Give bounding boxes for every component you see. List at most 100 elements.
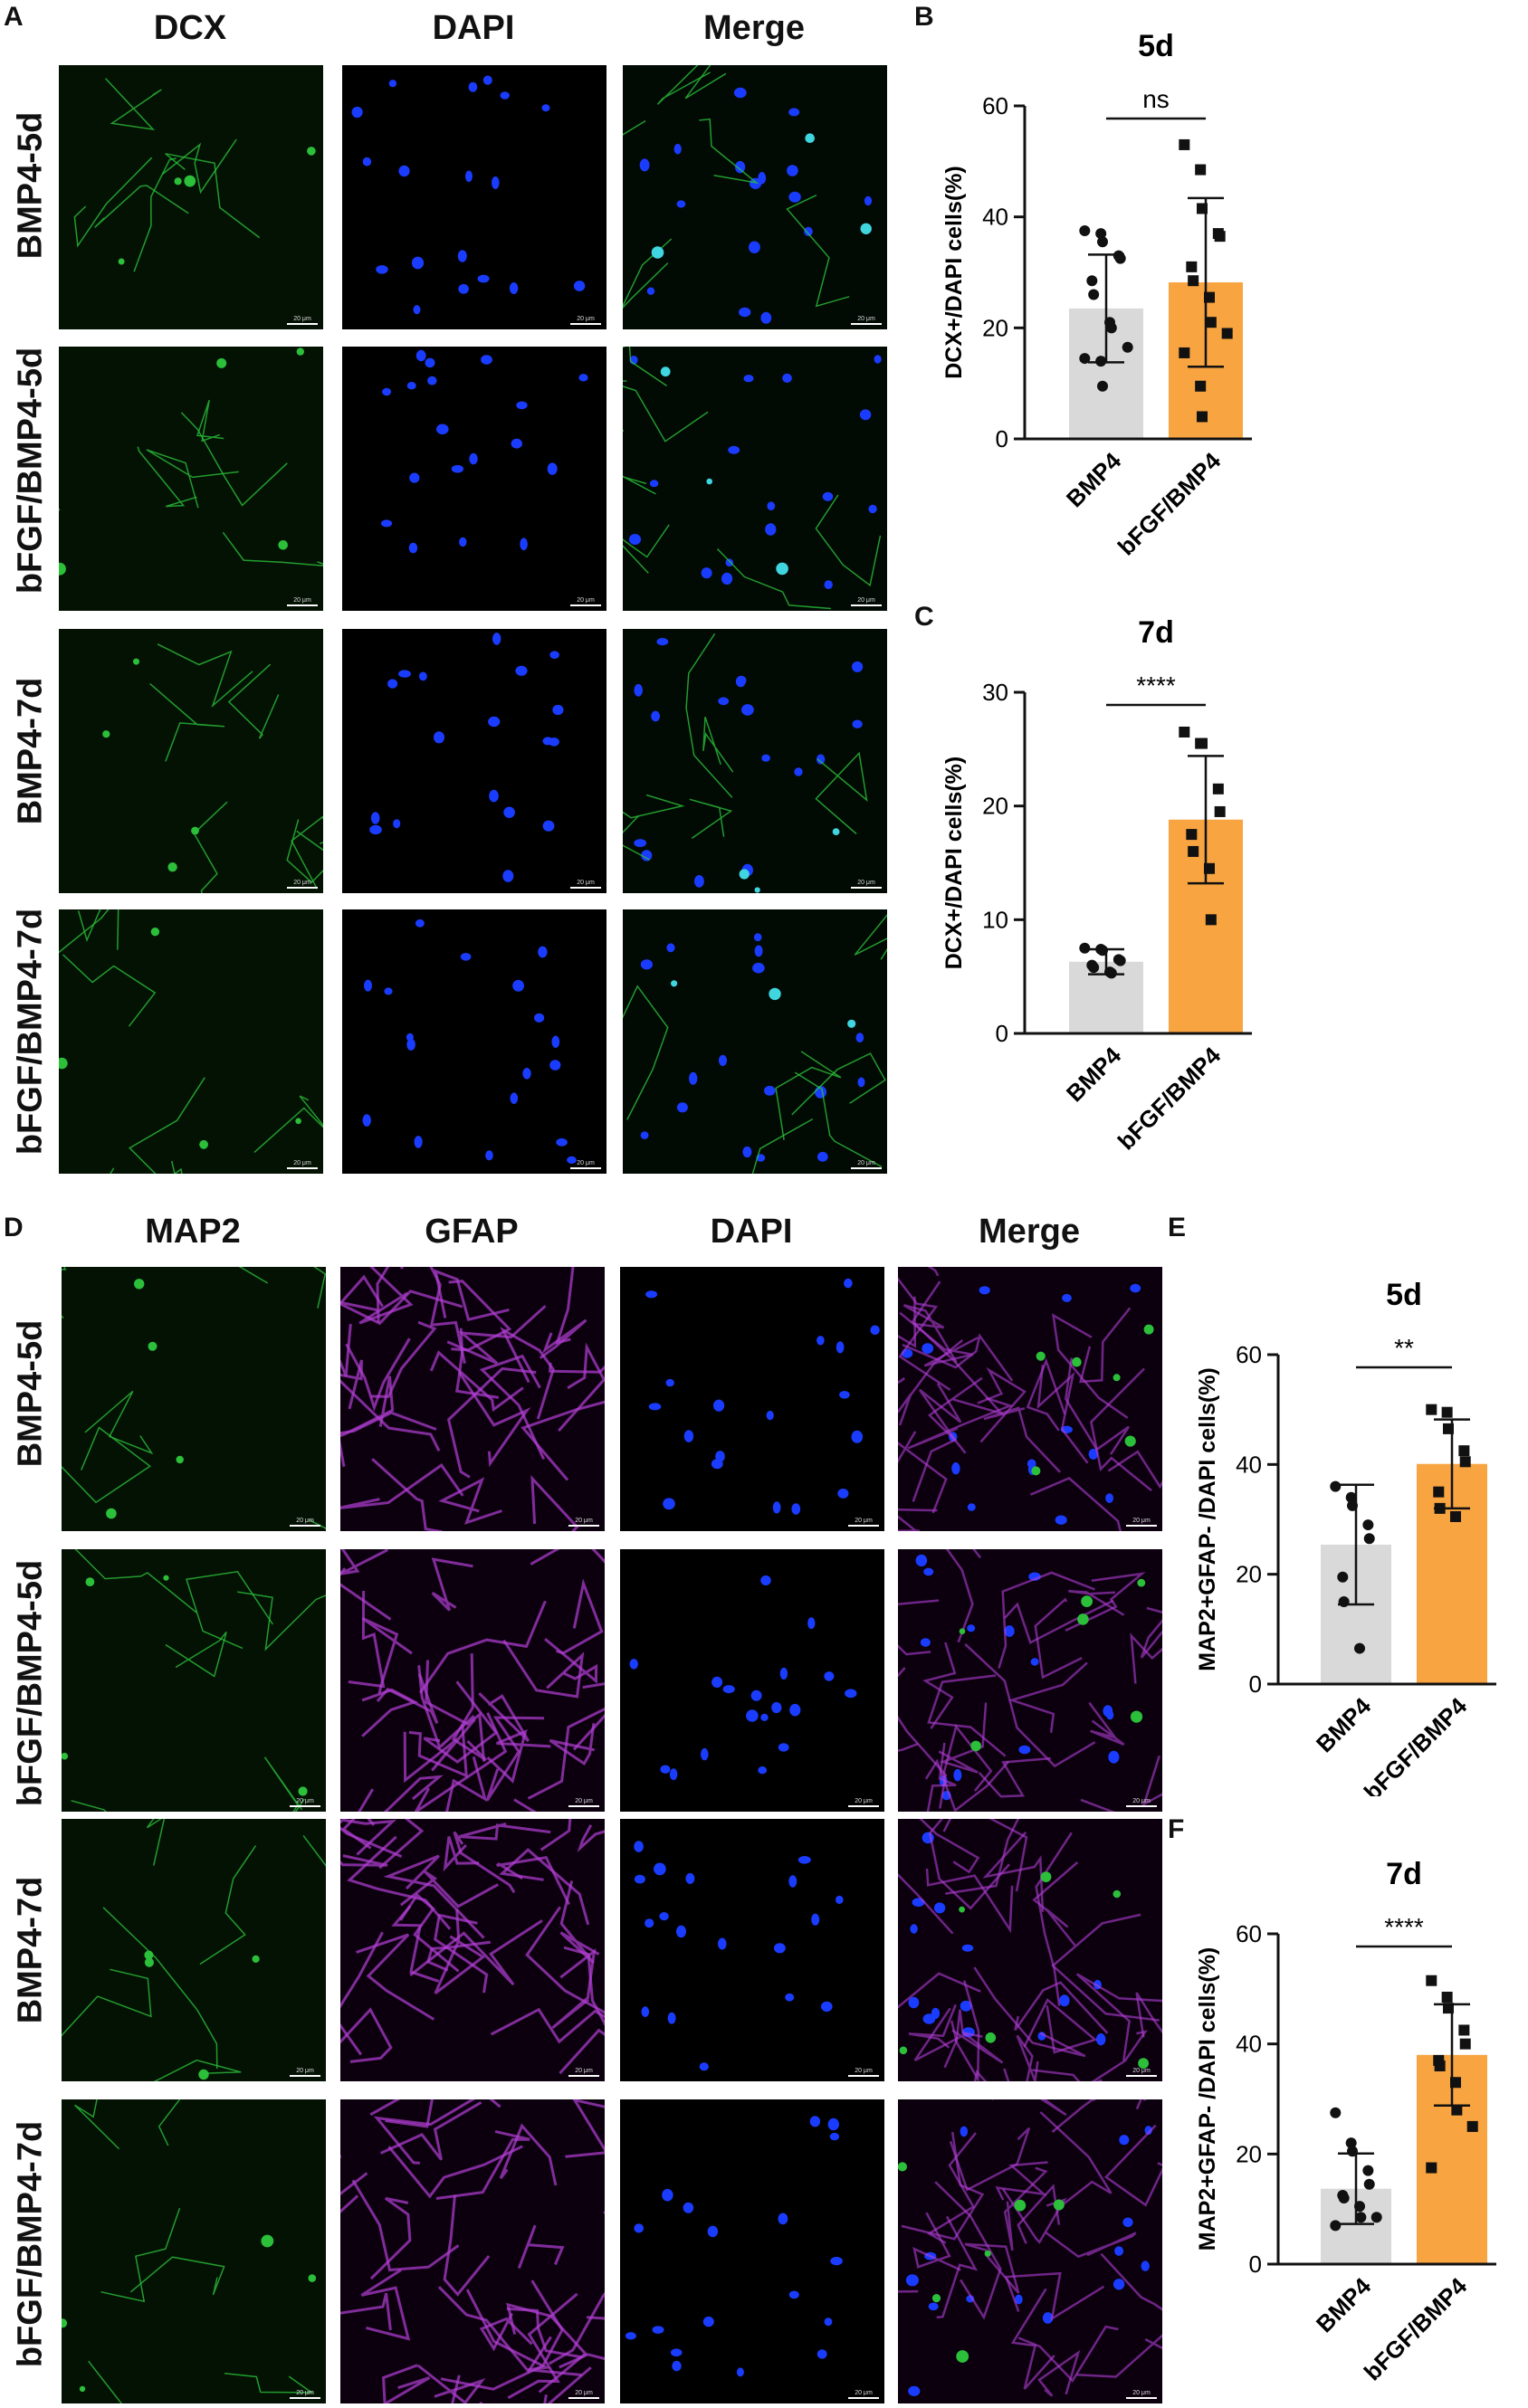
data-point <box>1114 955 1126 966</box>
scale-bar-label: 20 μm <box>296 2390 314 2396</box>
micrograph-map2-row2: 20 μm <box>62 1549 326 1812</box>
micrograph-merge-row3: 20 μm <box>898 1819 1162 2081</box>
data-point <box>1337 1571 1349 1583</box>
y-tick-label: 10 <box>982 906 1008 933</box>
scale-bar-label: 20 μm <box>293 1160 311 1166</box>
scale-bar-label: 20 μm <box>293 880 311 886</box>
data-point <box>1466 2120 1478 2132</box>
y-axis-label: MAP2+GFAP- /DAPI cells(%) <box>1195 1367 1220 1671</box>
data-point <box>1354 1642 1365 1654</box>
micrograph-merge-row4: 20 μm <box>623 909 887 1174</box>
scale-bar: 20 μm <box>287 597 318 606</box>
scale-bar-label: 20 μm <box>577 597 595 604</box>
column-header-dapi: DAPI <box>432 9 515 47</box>
micrograph-map2-row4: 20 μm <box>62 2099 326 2403</box>
chart-b-dcx-5d: 5d 0 20 40 60 DCX+/DAPI cells(%) BMP4bFGF/BMP4… <box>941 29 1252 560</box>
y-tick-label: 0 <box>996 1020 1008 1047</box>
y-axis-label: DCX+/DAPI cells(%) <box>941 757 967 970</box>
scale-bar: 20 μm <box>290 1798 320 1807</box>
scale-bar: 20 μm <box>851 1160 882 1169</box>
scale-bar: 20 μm <box>568 2390 599 2399</box>
panel-letter-a: A <box>4 2 24 32</box>
data-point <box>1362 2165 1374 2176</box>
scale-bar: 20 μm <box>290 2390 320 2399</box>
scale-bar-label: 20 μm <box>1132 2068 1151 2074</box>
scale-bar-line <box>570 887 601 889</box>
significance-label: **** <box>1384 1913 1424 1941</box>
data-point <box>1088 962 1100 974</box>
data-point <box>1459 2038 1471 2050</box>
micrograph-merge-row1: 20 μm <box>898 1267 1162 1531</box>
micrograph-gfap-row1: 20 μm <box>340 1267 605 1531</box>
y-axis-label: DCX+/DAPI cells(%) <box>941 166 967 379</box>
micrograph-dapi-row1: 20 μm <box>342 65 606 329</box>
data-point <box>1088 289 1100 300</box>
data-point <box>1079 225 1091 236</box>
data-point <box>1179 726 1190 738</box>
micrograph-merge-row3: 20 μm <box>623 629 887 893</box>
scale-bar-line <box>848 2397 879 2399</box>
scale-bar-label: 20 μm <box>857 597 875 604</box>
micrograph-dapi-row3: 20 μm <box>342 629 606 893</box>
row-label-d-bmp4-5d: BMP4-5d <box>11 1319 50 1468</box>
scale-bar: 20 μm <box>568 2068 599 2077</box>
scale-bar-label: 20 μm <box>1132 1798 1151 1804</box>
y-tick-label: 0 <box>1249 1670 1262 1698</box>
micrograph-dapi-row4: 20 μm <box>620 2099 884 2403</box>
data-point <box>1188 275 1199 287</box>
x-tick-label: bFGF/BMP4 <box>1113 1042 1227 1156</box>
y-tick-label: 20 <box>1236 1561 1262 1588</box>
micrograph-dapi-row4: 20 μm <box>342 909 606 1174</box>
row-label-d-bmp4-7d: BMP4-7d <box>11 1876 50 2024</box>
data-point <box>1459 1456 1471 1468</box>
chart-c-dcx-7d: 7d 0 10 20 30 DCX+/DAPI cells(%) BMP4bFGF/BMP4… <box>941 615 1252 1156</box>
scale-bar-label: 20 μm <box>577 1160 595 1166</box>
scale-bar-line <box>290 1805 320 1807</box>
column-header-merge: Merge <box>703 9 805 47</box>
scale-bar-label: 20 μm <box>857 880 875 886</box>
chart-title: 7d <box>1386 1857 1422 1891</box>
data-point <box>1330 2220 1342 2232</box>
column-header-map2: MAP2 <box>145 1213 241 1251</box>
x-tick-label: BMP4 <box>1311 1692 1377 1758</box>
micrograph-dcx-row2: 20 μm <box>59 347 323 611</box>
scale-bar-label: 20 μm <box>575 2068 593 2074</box>
panel-letter-d: D <box>4 1213 24 1242</box>
data-point <box>1441 1406 1453 1418</box>
scale-bar: 20 μm <box>851 316 882 325</box>
data-point <box>1355 2212 1367 2223</box>
scale-bar-line <box>1126 2075 1157 2077</box>
micrograph-merge-row2: 20 μm <box>623 347 887 611</box>
data-point <box>1458 1445 1470 1457</box>
scale-bar: 20 μm <box>570 597 601 606</box>
y-tick-label: 20 <box>982 314 1008 341</box>
x-tick-label: bFGF/BMP4 <box>1359 2272 1473 2386</box>
panel-letter-b: B <box>914 2 934 32</box>
scale-bar-label: 20 μm <box>575 2390 593 2396</box>
micrograph-gfap-row2: 20 μm <box>340 1549 605 1812</box>
micrograph-merge-row1: 20 μm <box>623 65 887 329</box>
scale-bar-line <box>848 1805 879 1807</box>
x-tick-label: BMP4 <box>1061 1042 1127 1108</box>
x-tick-label: bFGF/BMP4 <box>1359 1692 1473 1796</box>
scale-bar-line <box>290 1525 320 1527</box>
scale-bar-line <box>287 323 318 325</box>
y-tick-label: 40 <box>1236 1451 1262 1478</box>
column-header-dcx: DCX <box>153 9 227 47</box>
data-point <box>1370 2212 1382 2223</box>
scale-bar-line <box>851 1167 882 1169</box>
scale-bar-line <box>568 2397 599 2399</box>
data-point <box>1330 2107 1342 2118</box>
scale-bar: 20 μm <box>570 1160 601 1169</box>
scale-bar-line <box>287 887 318 889</box>
scale-bar: 20 μm <box>570 316 601 325</box>
y-tick-label: 60 <box>982 92 1008 119</box>
row-label-bmp4-5d: BMP4-5d <box>11 111 50 260</box>
scale-bar-label: 20 μm <box>577 316 595 322</box>
data-point <box>1186 829 1198 841</box>
scale-bar-line <box>570 604 601 606</box>
data-point <box>1212 783 1224 795</box>
scale-bar-line <box>570 323 601 325</box>
chart-title: 7d <box>1138 615 1174 650</box>
column-header-dapi-d: DAPI <box>710 1213 793 1251</box>
